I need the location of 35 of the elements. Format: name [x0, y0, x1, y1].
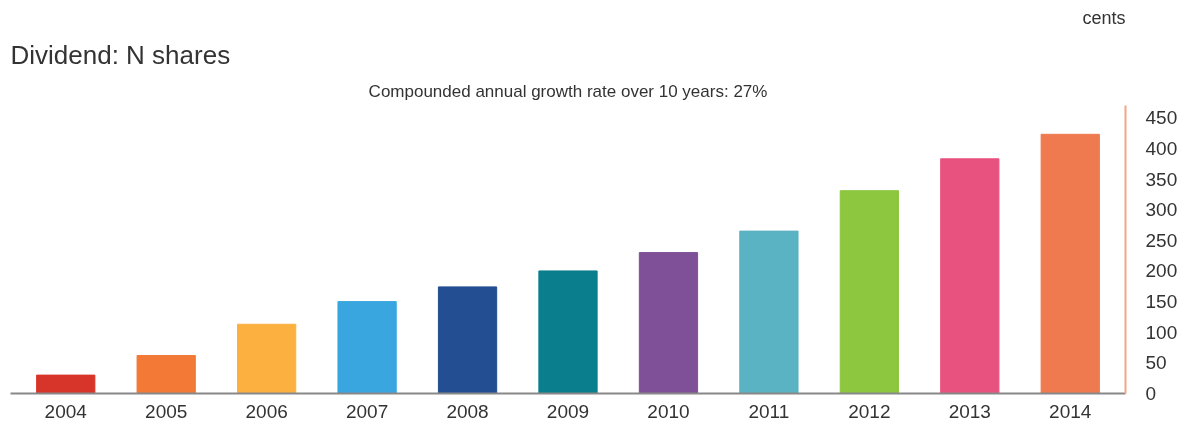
- x-tick-label: 2012: [848, 400, 891, 422]
- bar: [1040, 133, 1100, 394]
- y-tick-label: 400: [1145, 137, 1178, 159]
- bar: [337, 301, 397, 394]
- y-tick-label: 300: [1145, 199, 1178, 221]
- bar: [638, 252, 699, 394]
- x-tick-label: 2014: [1049, 400, 1092, 422]
- bar: [237, 323, 297, 394]
- y-axis-title: cents: [1082, 7, 1126, 28]
- y-tick-label: 0: [1145, 383, 1157, 404]
- y-tick-label: 350: [1145, 168, 1178, 190]
- bar: [839, 190, 899, 394]
- y-tick-label: 50: [1145, 352, 1167, 374]
- bar: [136, 355, 196, 394]
- x-tick-label: 2006: [245, 400, 288, 422]
- x-tick-label: 2004: [44, 400, 88, 422]
- x-tick-label: 2010: [647, 400, 690, 422]
- bar: [940, 158, 1000, 394]
- x-tick-label: 2007: [345, 400, 389, 422]
- bar: [36, 374, 96, 394]
- x-tick-label: 2011: [748, 400, 790, 422]
- y-tick-label: 450: [1145, 107, 1178, 129]
- bar: [538, 270, 598, 394]
- x-tick-label: 2013: [948, 400, 991, 422]
- bar: [739, 230, 799, 394]
- chart-title: Dividend: N shares: [10, 39, 231, 70]
- x-tick-label: 2009: [546, 400, 590, 422]
- y-tick-label: 200: [1145, 260, 1178, 282]
- bar: [437, 286, 498, 394]
- chart-subtitle: Compounded annual growth rate over 10 years: 27%: [368, 81, 768, 101]
- y-tick-label: 100: [1145, 321, 1178, 343]
- y-tick-label: 250: [1145, 229, 1178, 251]
- y-tick-label: 150: [1145, 291, 1178, 313]
- x-tick-label: 2005: [145, 400, 188, 422]
- x-tick-label: 2008: [446, 400, 489, 422]
